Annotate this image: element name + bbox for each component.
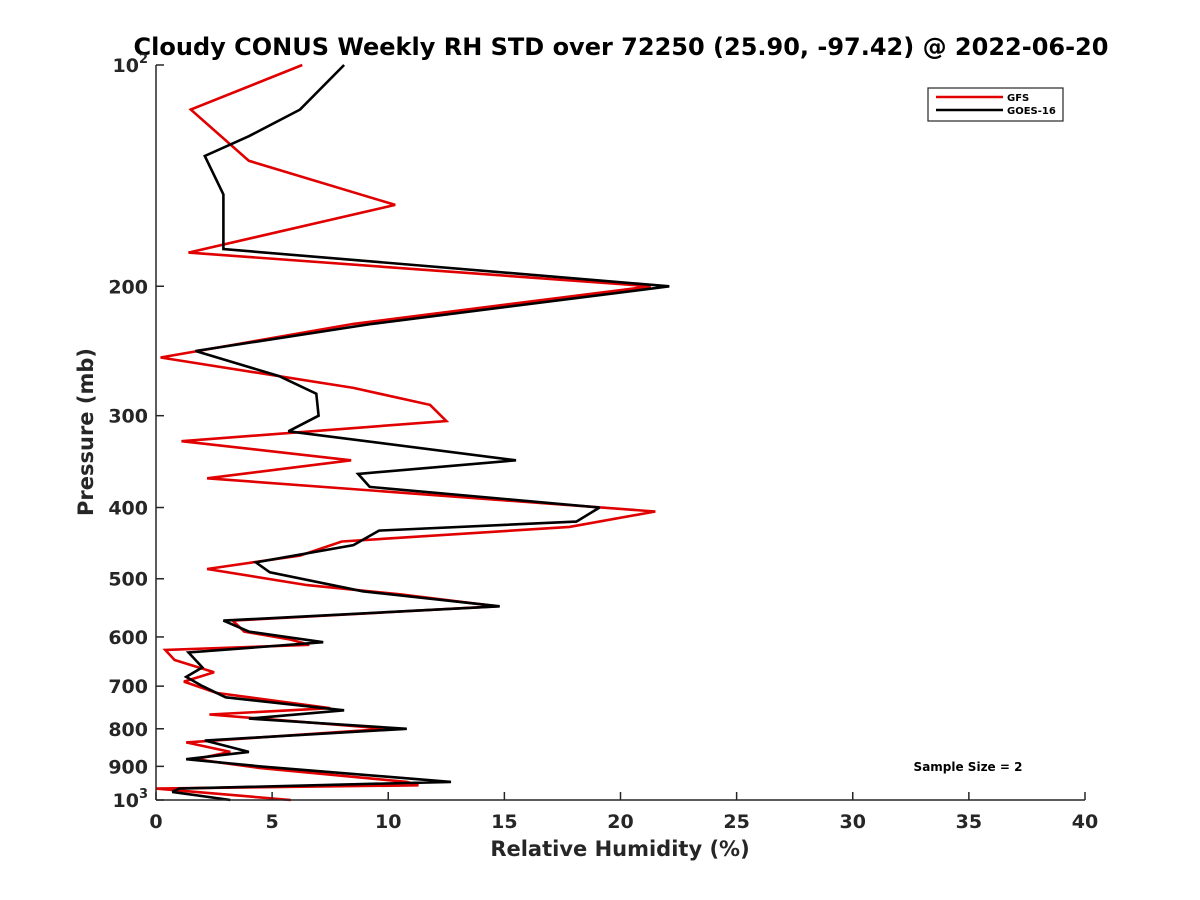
y-tick-label: 800 (108, 719, 148, 741)
x-tick-label: 20 (607, 811, 633, 833)
y-tick-label: 900 (108, 756, 148, 778)
legend-box (927, 87, 1064, 122)
series-line-goes16 (171, 64, 670, 802)
y-tick-label: 200 (108, 276, 148, 298)
chart-title: Cloudy CONUS Weekly RH STD over 72250 (2… (134, 33, 1109, 61)
x-tick-label: 25 (723, 811, 749, 833)
legend-label-gfs: GFS (1007, 93, 1029, 104)
x-tick-label: 30 (840, 811, 866, 833)
y-tick-label: 400 (108, 498, 148, 520)
y-tick-label: 600 (108, 627, 148, 649)
y-tick-label: 103 (113, 787, 149, 812)
x-tick-label: 40 (1072, 811, 1098, 833)
sample-size-annotation: Sample Size = 2 (914, 760, 1023, 774)
y-tick-label: 500 (108, 569, 148, 591)
y-tick-label: 300 (108, 406, 148, 428)
x-tick-label: 35 (956, 811, 982, 833)
legend: GFS GOES-16 (927, 87, 1064, 122)
x-axis-label: Relative Humidity (%) (490, 837, 749, 861)
y-axis-label: Pressure (mb) (74, 348, 98, 516)
series-line-gfs (155, 63, 656, 802)
y-tick-label: 102 (113, 52, 149, 77)
y-tick-label: 700 (108, 676, 148, 698)
series-layer (155, 63, 670, 802)
x-ticks: 0 5 10 15 20 25 30 35 40 (149, 792, 1098, 833)
x-tick-label: 15 (491, 811, 517, 833)
y-ticks: 102 200 300 400 500 600 700 800 900 103 (108, 52, 164, 812)
x-tick-label: 5 (266, 811, 279, 833)
legend-label-goes16: GOES-16 (1007, 106, 1056, 117)
x-tick-label: 0 (149, 811, 162, 833)
x-tick-label: 10 (375, 811, 401, 833)
